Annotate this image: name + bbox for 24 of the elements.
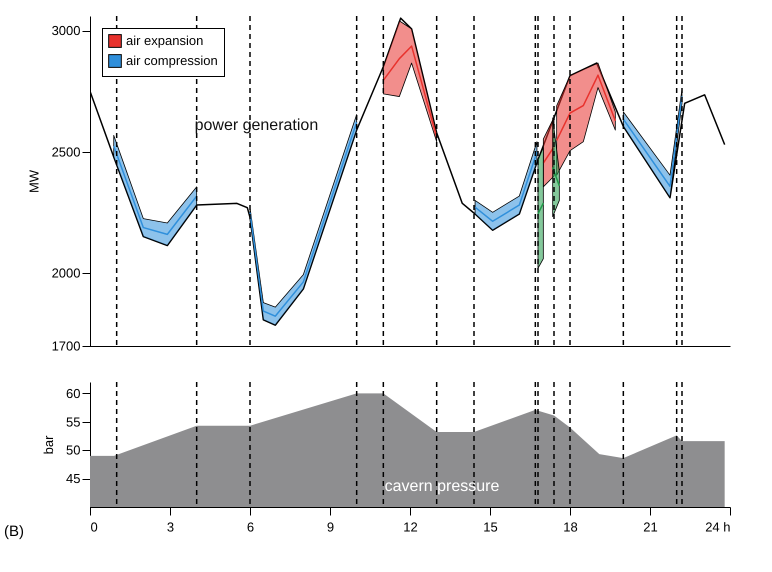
legend-label: air compression <box>126 53 218 68</box>
y-tick-label: 60 <box>66 386 80 401</box>
text: (B) <box>4 523 25 540</box>
annotation: power generation <box>194 116 318 134</box>
x-tick-label: 21 <box>643 520 658 534</box>
x-tick-label: 6 <box>246 520 254 534</box>
y-tick-label: 1700 <box>52 338 80 354</box>
y-tick-label: 3000 <box>52 23 80 38</box>
x-tick-label: 24 h <box>705 520 730 534</box>
y-tick-label: 55 <box>66 414 80 430</box>
x-tick-label: 18 <box>563 520 578 534</box>
y-tick-label: 50 <box>66 442 80 458</box>
x-tick-label: 9 <box>326 520 334 534</box>
legend-label: air expansion <box>126 33 204 48</box>
y-tick-label: 2000 <box>52 266 80 281</box>
y-axis-title: MW <box>26 169 42 194</box>
x-tick-label: 3 <box>166 520 174 534</box>
x-tick-label: 0 <box>90 520 98 534</box>
y-tick-label: 45 <box>66 471 80 486</box>
annotation: cavern pressure <box>384 478 500 495</box>
x-tick-label: 15 <box>483 520 498 534</box>
y-axis-title: bar <box>41 434 56 454</box>
x-tick-label: 12 <box>403 520 418 534</box>
y-tick-label: 2500 <box>52 144 80 160</box>
